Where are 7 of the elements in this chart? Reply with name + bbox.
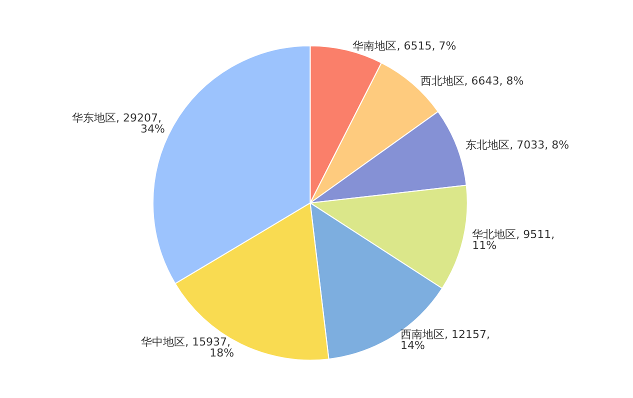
slice-label: 东北地区, 7033, 8% <box>466 138 570 152</box>
slice-label: 西南地区, 12157, 14% <box>400 328 494 352</box>
slice-label: 华中地区, 15937, 18% <box>141 336 234 360</box>
slice-label: 华东地区, 29207, 34% <box>72 111 165 136</box>
slice-label: 西北地区, 6643, 8% <box>420 74 524 88</box>
slice-label: 华南地区, 6515, 7% <box>352 40 456 53</box>
slice-label: 华北地区, 9511, 11% <box>472 228 558 252</box>
